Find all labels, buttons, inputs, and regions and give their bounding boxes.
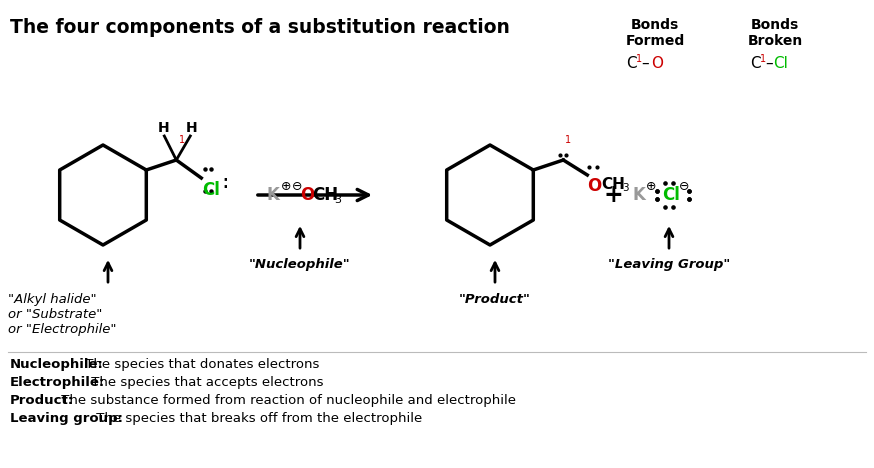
Text: "Alkyl halide"
or "Substrate"
or "Electrophile": "Alkyl halide" or "Substrate" or "Electr… <box>8 293 116 336</box>
Text: H: H <box>157 121 169 135</box>
Text: O: O <box>651 56 663 71</box>
Text: Electrophile:: Electrophile: <box>10 376 105 389</box>
Text: Leaving group:: Leaving group: <box>10 412 123 425</box>
Text: ⊖: ⊖ <box>292 181 302 193</box>
Text: Bonds
Formed: Bonds Formed <box>626 18 684 48</box>
Text: –: – <box>765 56 773 71</box>
Text: "Nucleophile": "Nucleophile" <box>249 258 350 271</box>
Text: K: K <box>632 186 645 204</box>
Text: O: O <box>300 186 315 204</box>
Text: 1: 1 <box>565 135 572 145</box>
Text: 1: 1 <box>636 54 642 64</box>
Text: 1: 1 <box>760 54 766 64</box>
Text: C: C <box>626 56 636 71</box>
Text: The species that donates electrons: The species that donates electrons <box>80 358 319 371</box>
Text: Cl: Cl <box>202 181 220 199</box>
Text: 3: 3 <box>334 195 341 205</box>
Text: ⊕: ⊕ <box>646 181 656 193</box>
Text: ⊕: ⊕ <box>281 181 292 193</box>
Text: "Product": "Product" <box>459 293 531 306</box>
Text: CH: CH <box>312 186 338 204</box>
Text: C: C <box>750 56 760 71</box>
Text: The four components of a substitution reaction: The four components of a substitution re… <box>10 18 510 37</box>
Text: The species that accepts electrons: The species that accepts electrons <box>87 376 323 389</box>
Text: Product:: Product: <box>10 394 74 407</box>
Text: CH: CH <box>601 177 625 192</box>
Text: Nucleophile:: Nucleophile: <box>10 358 104 371</box>
Text: –: – <box>641 56 649 71</box>
Text: The species that breaks off from the electrophile: The species that breaks off from the ele… <box>93 412 423 425</box>
Text: The substance formed from reaction of nucleophile and electrophile: The substance formed from reaction of nu… <box>57 394 517 407</box>
Text: :: : <box>219 174 231 192</box>
Text: H: H <box>185 121 198 135</box>
Text: +: + <box>603 183 623 207</box>
Text: "Leaving Group": "Leaving Group" <box>608 258 730 271</box>
Text: K: K <box>267 186 280 204</box>
Text: Cl: Cl <box>662 186 680 204</box>
Text: 1: 1 <box>179 135 185 145</box>
Text: Bonds
Broken: Bonds Broken <box>747 18 802 48</box>
Text: O: O <box>587 177 601 195</box>
Text: ⊖: ⊖ <box>679 181 690 193</box>
Text: Cl: Cl <box>773 56 787 71</box>
Text: 3: 3 <box>622 183 629 193</box>
